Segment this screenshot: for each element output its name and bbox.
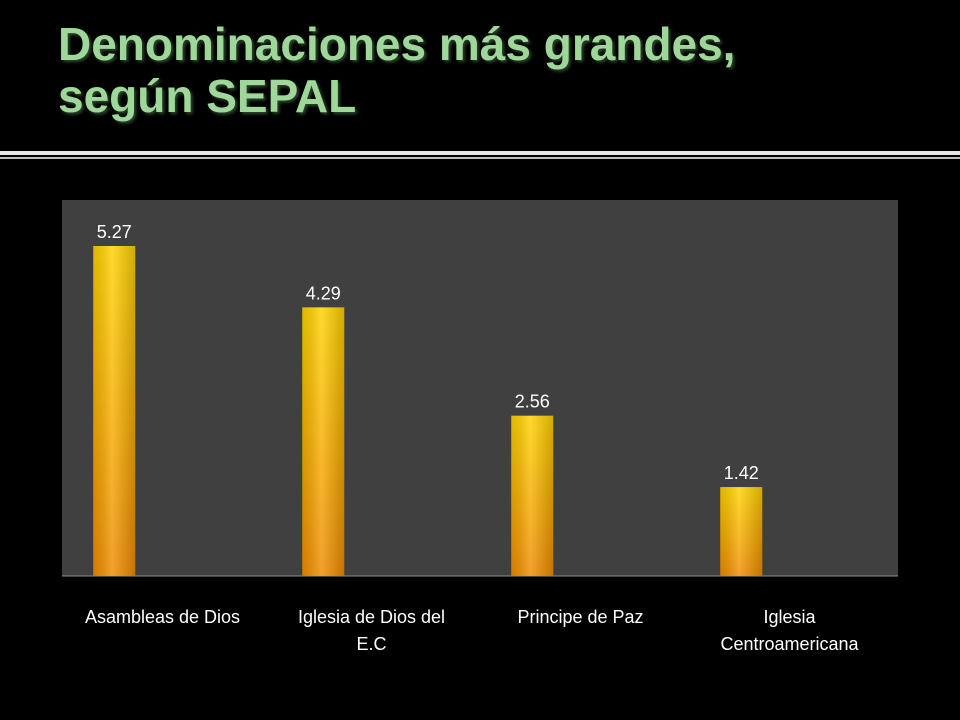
slide-title: Denominaciones más grandes, según SEPAL [58, 18, 918, 122]
bar-chart-svg: 5.27 Asambleas de Dios 4.29 Iglesia de Dios… [48, 186, 912, 672]
title-divider-thin [0, 157, 960, 159]
slide-title-line1: Denominaciones más grandes, [58, 18, 736, 70]
bar-shine-4 [720, 487, 763, 576]
title-divider [0, 151, 960, 155]
category-label-2-line-2: E.C [356, 634, 386, 654]
plot-area [62, 200, 898, 576]
data-label-1: 5.27 [97, 222, 132, 242]
category-label-2-line-1: Iglesia de Dios del [298, 607, 445, 627]
category-label-2: Iglesia de Dios del E.C [298, 607, 445, 654]
category-label-4-line-1: Iglesia [763, 607, 816, 627]
bar-chart: 5.27 Asambleas de Dios 4.29 Iglesia de Dios… [48, 186, 912, 672]
category-label-3-line-1: Principe de Paz [517, 607, 643, 627]
slide-title-line2: según SEPAL [58, 70, 357, 122]
data-label-4: 1.42 [724, 463, 759, 483]
bar-shine-2 [302, 307, 345, 576]
title-bar: Denominaciones más grandes, según SEPAL [0, 0, 960, 150]
data-label-3: 2.56 [515, 392, 550, 412]
category-label-4: Iglesia Centroamericana [720, 607, 859, 654]
category-label-1: Asambleas de Dios [85, 607, 240, 627]
data-label-2: 4.29 [306, 283, 341, 303]
category-label-4-line-2: Centroamericana [720, 634, 859, 654]
category-label-3: Principe de Paz [517, 607, 643, 627]
bar-shine-1 [93, 246, 136, 576]
category-label-1-line-1: Asambleas de Dios [85, 607, 240, 627]
bar-shine-3 [511, 415, 554, 576]
